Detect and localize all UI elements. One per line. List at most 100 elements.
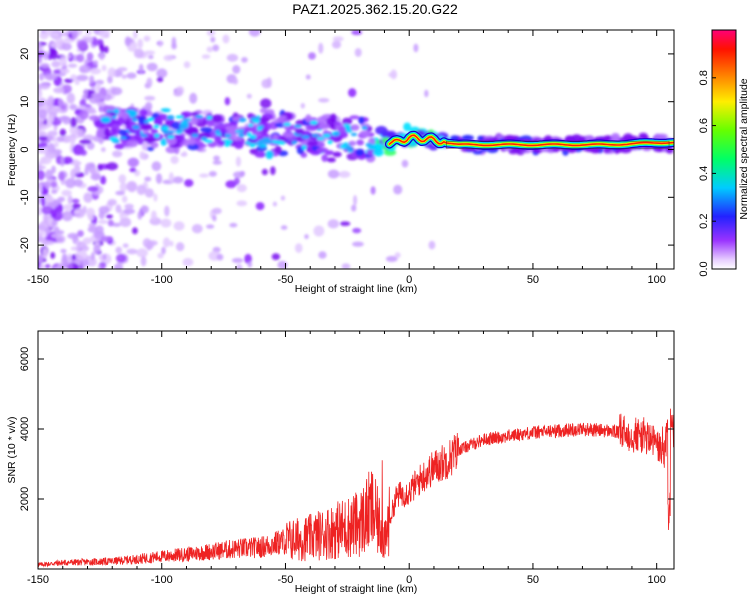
spectrogram-x-tick-label: -100 [151,274,173,286]
spectrogram-blob [58,98,63,107]
spectrogram-blob [183,61,191,69]
spectrogram-blob [51,60,61,68]
spectrogram-blob [64,178,76,189]
spectrogram-band-blob [638,132,648,138]
spectrogram-blob [158,40,163,48]
spectrogram-blob [212,207,222,215]
spectrogram-blob [137,210,143,220]
spectrogram-band-blob [100,116,112,124]
spectrogram-blob [58,171,65,181]
spectrogram-band-blob [294,128,305,135]
spectrogram-peak-blob [194,114,204,119]
spectrogram-blob [184,179,194,187]
spectrogram-blob [225,180,237,189]
colorbar-ticks: 0.0 0.2 0.4 0.6 0.8 [698,70,716,277]
spectrogram-band-blob [305,114,312,123]
spectrogram-peak-blob [317,137,325,141]
spectrogram-blob [126,248,138,255]
spectrogram-band-blob [375,125,388,135]
spectrogram-band-blob [349,115,360,120]
spectrogram-blob [70,117,77,128]
spectrogram-x-label: Height of straight line (km) [295,283,418,295]
spectrogram-blob [89,75,95,84]
spectrogram-band-blob [187,143,200,151]
spectrogram-peak-blob [301,144,307,150]
spectrogram-peak-blob [183,118,192,122]
spectrogram-blob [353,194,358,206]
spectrogram-x-tick-label: -50 [278,274,294,286]
spectrogram-blob [117,67,128,72]
spectrogram-blob [165,146,178,154]
spectrogram-peak-blob [147,117,155,122]
spectrogram-blob [61,189,72,197]
spectrogram-blob [60,68,70,74]
spectrogram-blob [125,37,133,44]
spectrogram-blob [121,74,127,79]
spectrogram-blob [38,136,48,141]
spectrogram-band-blob [654,133,662,140]
spectrogram-blob [110,87,123,96]
colorbar-tick-label: 0.2 [698,214,710,229]
spectrogram-blob [173,90,183,97]
spectrogram-peak-blob [365,142,373,147]
spectrogram-blob [201,54,211,59]
spectrogram-blob [161,246,166,255]
spectrogram-peak-blob [343,123,350,127]
spectrogram-peak-blob [291,140,297,145]
snr-x-tick-label: -100 [151,574,173,586]
spectrogram-band-blob [146,146,155,152]
spectrogram-blob [84,167,89,176]
spectrogram-blob [115,246,123,254]
spectrogram-blob [246,93,252,99]
spectrogram-peak-blob [140,134,148,138]
spectrogram-blob [62,84,72,94]
spectrogram-band-blob [181,111,193,118]
spectrogram-blob [44,227,52,235]
spectrogram-band-blob [272,133,279,141]
spectrogram-blob [226,53,239,62]
spectrogram-blob [175,242,185,252]
spectrogram-blob [172,176,184,184]
spectrogram-blob [113,263,124,269]
spectrogram-blob [93,60,99,66]
spectrogram-blob [100,147,106,153]
spectrogram-blob [59,128,67,137]
colorbar-tick-label: 0.0 [698,261,710,276]
spectrogram-band-blob [342,117,353,126]
spectrogram-blob [50,251,56,259]
spectrogram-blob [61,156,74,165]
spectrogram-band-blob [306,141,319,146]
spectrogram-blob [60,104,67,111]
spectrogram-blob [144,176,152,182]
spectrogram-blob [80,149,87,156]
spectrogram-blob [115,204,122,214]
spectrogram-blob [89,67,102,75]
spectrogram-band-blob [140,123,154,131]
spectrogram-blob [216,253,224,261]
spectrogram-blob [300,102,305,109]
spectrogram-image [38,30,674,269]
spectrogram-blob [38,88,43,100]
spectrogram-blob [115,253,127,263]
spectrogram-blob [38,120,42,131]
spectrogram-blob [147,54,154,60]
spectrogram-peak-blob [311,134,320,138]
spectrogram-blob [162,237,171,248]
spectrogram-blob [97,163,103,172]
spectrogram-blob [206,46,214,53]
spectrogram-peak-blob [293,124,303,128]
spectrogram-band-blob [137,137,144,145]
spectrogram-band-blob [126,140,139,148]
colorbar-tick-label: 0.8 [698,70,710,85]
spectrogram-blob [428,240,436,250]
spectrogram-blob [156,76,164,83]
spectrogram-blob [261,168,268,176]
spectrogram-blob [51,165,56,174]
spectrogram-blob [82,205,87,214]
colorbar-label: Normalized spectral amplitude [738,78,750,219]
spectrogram-blob [144,95,156,101]
spectrogram-blob [66,92,76,104]
spectrogram-band-blob [137,115,146,125]
spectrogram-peak-blob [250,134,257,139]
spectrogram-blob [83,88,88,97]
